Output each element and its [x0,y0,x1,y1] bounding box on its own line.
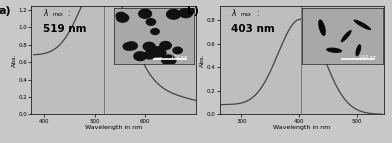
Text: max: max [53,12,64,17]
X-axis label: Wavelength in nm: Wavelength in nm [273,125,330,130]
X-axis label: Wavelength in nm: Wavelength in nm [85,125,142,130]
Text: b): b) [187,6,200,16]
Text: :: : [67,9,70,18]
Y-axis label: Abs.: Abs. [200,53,205,67]
Y-axis label: Abs.: Abs. [12,53,17,67]
Text: λ: λ [43,9,47,18]
Text: 519 nm: 519 nm [43,24,86,34]
Text: 403 nm: 403 nm [231,24,275,34]
Text: λ: λ [231,9,236,18]
Text: a): a) [0,6,11,16]
Text: max: max [241,12,252,17]
Text: :: : [256,9,258,18]
